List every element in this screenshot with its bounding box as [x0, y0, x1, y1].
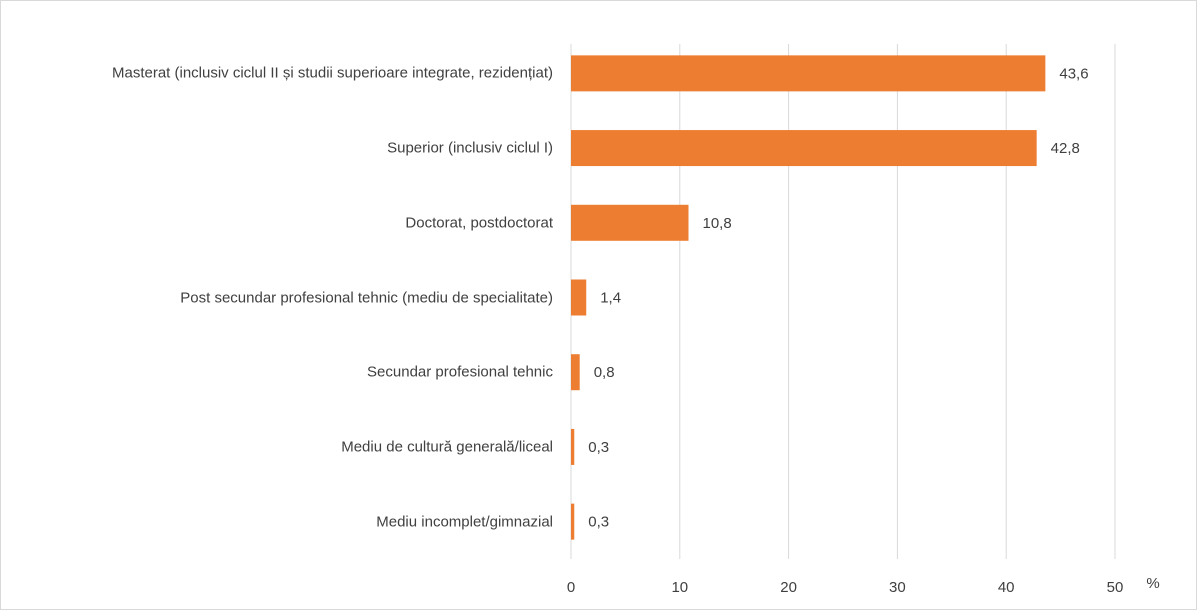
bar: [571, 279, 587, 316]
x-tick-label: 40: [998, 579, 1015, 596]
data-label: 0,3: [588, 439, 609, 456]
x-tick-label: 50: [1107, 579, 1124, 596]
bar: [571, 503, 575, 540]
data-label: 43,6: [1059, 65, 1088, 82]
category-label: Secundar profesional tehnic: [367, 363, 553, 381]
data-label: 1,4: [600, 289, 621, 306]
bar: [571, 130, 1037, 167]
data-label: 0,8: [594, 364, 615, 381]
category-label: Superior (inclusiv ciclul I): [387, 139, 553, 157]
bar: [571, 204, 689, 241]
bar: [571, 428, 575, 465]
x-tick-label: 30: [889, 579, 906, 596]
bar: [571, 354, 580, 391]
category-label: Doctorat, postdoctorat: [405, 214, 553, 232]
x-tick-label: 0: [567, 579, 575, 596]
category-label: Mediu incomplet/gimnazial: [376, 513, 553, 531]
x-tick-label: 20: [780, 579, 797, 596]
data-label: 10,8: [703, 215, 732, 232]
data-label: 0,3: [588, 514, 609, 531]
x-axis-label: %: [1146, 575, 1159, 592]
category-label: Mediu de cultură generală/liceal: [341, 438, 553, 456]
data-label: 42,8: [1051, 140, 1080, 157]
category-label: Masterat (inclusiv ciclul II și studii s…: [111, 64, 553, 82]
x-tick-label: 10: [671, 579, 688, 596]
category-label: Post secundar profesional tehnic (mediu …: [180, 289, 553, 306]
bar: [571, 55, 1046, 92]
